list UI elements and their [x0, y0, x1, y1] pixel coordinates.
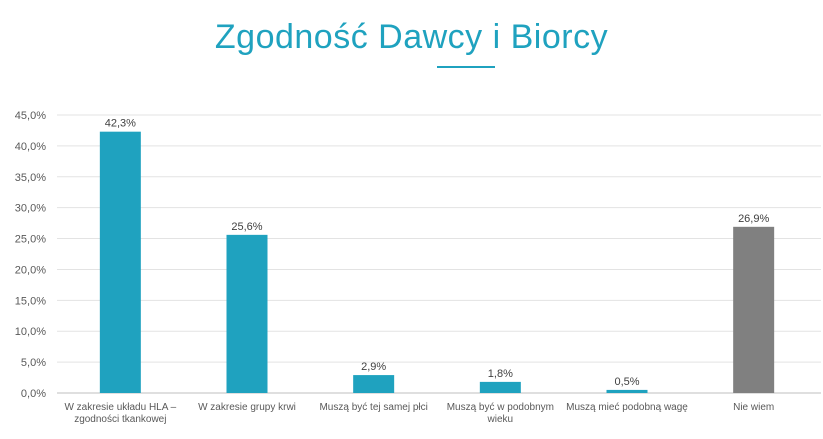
x-tick-label: Muszą być tej samej płci [319, 402, 427, 413]
x-tick-label: Muszą mieć podobną wagę [566, 402, 688, 413]
grid-lines [57, 114, 821, 394]
y-axis: 0,0% 5,0% 10,0% 15,0% 20,0% 25,0% 30,0% 35,0% 40… [15, 110, 46, 400]
bar [99, 131, 141, 393]
data-label: 25,6% [231, 221, 262, 233]
data-label: 2,9% [361, 361, 386, 373]
data-label: 0,5% [614, 376, 639, 388]
bars [99, 131, 775, 393]
y-tick-label: 5,0% [21, 357, 46, 369]
y-tick-label: 45,0% [15, 110, 46, 122]
bar [353, 375, 395, 393]
y-tick-label: 20,0% [15, 264, 46, 276]
bar [733, 226, 775, 393]
x-tick-label: Nie wiem [733, 402, 774, 413]
y-tick-label: 30,0% [15, 203, 46, 215]
chart-title: Zgodność Dawcy i Biorcy [214, 18, 609, 56]
x-tick-label: Muszą być w podobnym wieku [447, 402, 554, 425]
y-tick-label: 10,0% [15, 326, 46, 338]
title-underline [437, 66, 495, 68]
category-labels: W zakresie układu HLA – zgodności tkankow… [64, 402, 774, 425]
y-tick-label: 35,0% [15, 172, 46, 184]
y-tick-label: 15,0% [15, 295, 46, 307]
bar [226, 234, 268, 393]
bar [479, 381, 521, 393]
data-labels: 42,3% 25,6% 2,9% 1,8% 0,5% 26,9% [105, 118, 770, 388]
y-tick-label: 0,0% [21, 388, 46, 400]
y-tick-label: 25,0% [15, 234, 46, 246]
x-tick-label: W zakresie układu HLA – zgodności tkankow… [64, 402, 176, 425]
data-label: 42,3% [105, 118, 136, 130]
x-tick-label: W zakresie grupy krwi [198, 402, 296, 413]
data-label: 26,9% [738, 213, 769, 225]
bar [606, 389, 648, 393]
data-label: 1,8% [488, 368, 513, 380]
y-tick-label: 40,0% [15, 141, 46, 153]
